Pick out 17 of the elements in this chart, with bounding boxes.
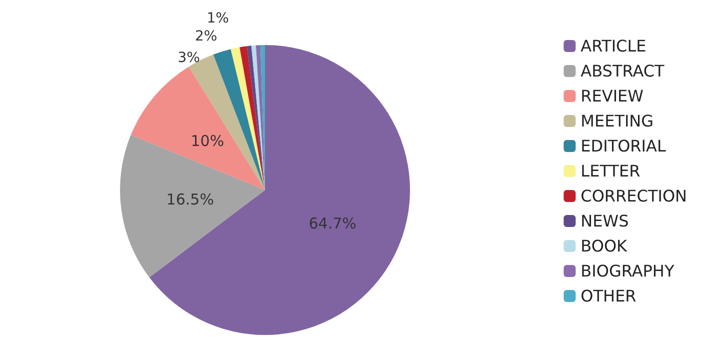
legend-label: ARTICLE [580,36,646,56]
data-label: 1% [206,10,229,27]
legend-label: LETTER [580,162,640,180]
legend-label: REVIEW [580,86,644,106]
legend-label: NEWS [580,212,629,230]
data-label: 10% [190,132,224,150]
data-label: 3% [178,50,200,66]
legend-label: BOOK [580,236,628,256]
legend-label: BIOGRAPHY [580,262,674,280]
data-label: 16.5% [166,190,214,209]
legend-label: MEETING [580,112,654,130]
data-label: 64.7% [308,214,356,233]
legend-label: CORRECTION [580,186,688,206]
legend-label: ABSTRACT [580,62,665,80]
legend-label: OTHER [580,286,636,306]
legend-label: EDITORIAL [580,136,666,156]
data-label: 2% [194,28,218,44]
